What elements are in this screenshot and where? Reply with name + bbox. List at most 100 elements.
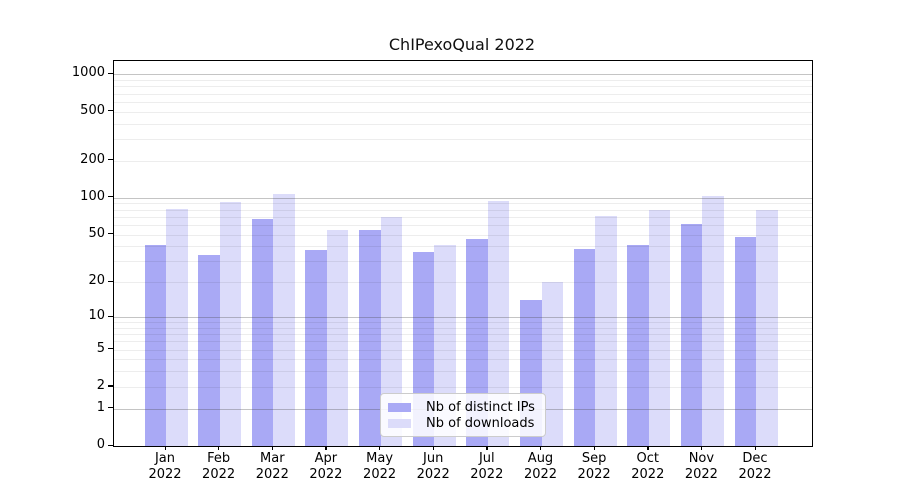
y-tick-mark (108, 315, 113, 317)
legend-item-distinct-ips: Nb of distinct IPs (388, 399, 537, 416)
x-tick-label-jul: Jul 2022 (470, 451, 504, 482)
y-tick-mark (108, 280, 113, 282)
minor-gridline (114, 93, 812, 95)
bar-distinct-ips-sep (573, 248, 596, 446)
x-tick-mark (647, 446, 649, 450)
legend-item-downloads: Nb of downloads (388, 416, 537, 433)
x-tick-mark (486, 446, 488, 450)
y-tick-mark (108, 233, 113, 235)
minor-gridline (114, 139, 812, 140)
y-tick-label: 100 (80, 188, 105, 204)
y-tick-mark (108, 444, 113, 446)
legend-swatch-distinct-ips (388, 402, 411, 412)
x-tick-label-dec: Dec 2022 (738, 451, 772, 482)
bar-downloads-aug (541, 282, 563, 446)
minor-gridline (114, 341, 812, 343)
bar-downloads-apr (326, 230, 349, 446)
x-tick-mark (754, 446, 756, 450)
legend-label-distinct-ips: Nb of distinct IPs (426, 399, 535, 415)
minor-gridline (114, 359, 812, 361)
bar-downloads-sep (595, 215, 617, 446)
y-tick-mark (108, 110, 113, 112)
y-tick-label: 200 (80, 151, 105, 167)
x-tick-mark (432, 446, 434, 450)
minor-gridline (114, 322, 812, 324)
y-tick-mark (108, 159, 113, 161)
minor-gridline (114, 224, 812, 226)
bar-distinct-ips-feb (198, 254, 220, 446)
x-tick-mark (379, 446, 381, 450)
bar-distinct-ips-oct (627, 244, 649, 446)
major-gridline (114, 317, 812, 318)
x-tick-mark (593, 446, 595, 450)
minor-gridline (114, 216, 812, 218)
minor-gridline (114, 234, 812, 236)
x-tick-label-apr: Apr 2022 (309, 451, 343, 482)
legend-label-downloads: Nb of downloads (426, 416, 535, 432)
minor-gridline (114, 386, 812, 388)
chart-title: ChIPexoQual 2022 (388, 35, 536, 54)
x-tick-label-feb: Feb 2022 (202, 451, 236, 482)
x-tick-label-nov: Nov 2022 (684, 451, 718, 482)
minor-gridline (114, 327, 812, 329)
x-tick-mark (218, 446, 220, 450)
bar-downloads-jan (166, 208, 188, 446)
y-tick-mark (108, 72, 113, 75)
y-tick-mark (108, 407, 113, 409)
minor-gridline (114, 111, 812, 113)
y-tick-label: 1000 (71, 65, 105, 81)
bar-downloads-nov (702, 196, 724, 446)
minor-gridline (114, 371, 812, 373)
bar-distinct-ips-dec (734, 236, 756, 446)
bar-distinct-ips-jan (144, 244, 166, 446)
minor-gridline (114, 209, 812, 211)
y-tick-label: 50 (88, 225, 105, 241)
x-tick-label-may: May 2022 (363, 451, 397, 482)
bar-downloads-mar (273, 193, 295, 446)
bar-distinct-ips-nov (680, 224, 703, 446)
x-tick-mark (700, 446, 703, 450)
x-tick-label-aug: Aug 2022 (523, 451, 558, 482)
x-tick-label-jan: Jan 2022 (148, 451, 182, 482)
minor-gridline (114, 246, 812, 248)
minor-gridline (114, 86, 812, 88)
y-tick-label: 0 (96, 437, 105, 452)
y-tick-label: 2 (96, 377, 105, 393)
minor-gridline (114, 349, 812, 351)
legend-swatch-downloads (388, 419, 411, 429)
minor-gridline (114, 101, 812, 103)
y-tick-mark (108, 348, 113, 350)
x-tick-mark (540, 446, 542, 450)
bar-distinct-ips-may (359, 230, 381, 446)
minor-gridline (114, 123, 812, 125)
x-tick-mark (164, 446, 166, 450)
bar-distinct-ips-apr (305, 250, 327, 446)
bar-downloads-jul (487, 201, 510, 446)
bar-downloads-dec (756, 210, 778, 446)
y-tick-label: 5 (96, 340, 105, 356)
minor-gridline (114, 282, 812, 284)
major-gridline (114, 197, 812, 199)
x-tick-label-sep: Sep 2022 (577, 451, 611, 482)
x-tick-label-jun: Jun 2022 (416, 451, 450, 482)
bar-distinct-ips-mar (251, 219, 274, 446)
plot-area: Nb of distinct IPs Nb of downloads (113, 60, 813, 447)
y-tick-mark (108, 196, 113, 198)
y-tick-label: 1 (96, 399, 105, 415)
y-tick-mark (108, 385, 113, 387)
legend: Nb of distinct IPs Nb of downloads (380, 393, 546, 437)
bar-downloads-feb (219, 201, 242, 446)
minor-gridline (114, 160, 812, 162)
x-tick-mark (271, 446, 274, 450)
minor-gridline (114, 261, 812, 263)
bar-downloads-oct (648, 210, 671, 446)
x-tick-label-oct: Oct 2022 (631, 451, 665, 482)
y-tick-label: 20 (88, 273, 105, 289)
minor-gridline (114, 203, 812, 205)
minor-gridline (114, 80, 812, 81)
x-tick-mark (325, 446, 327, 450)
y-tick-label: 10 (88, 308, 105, 323)
y-tick-label: 500 (80, 102, 105, 118)
x-tick-label-mar: Mar 2022 (255, 451, 289, 482)
